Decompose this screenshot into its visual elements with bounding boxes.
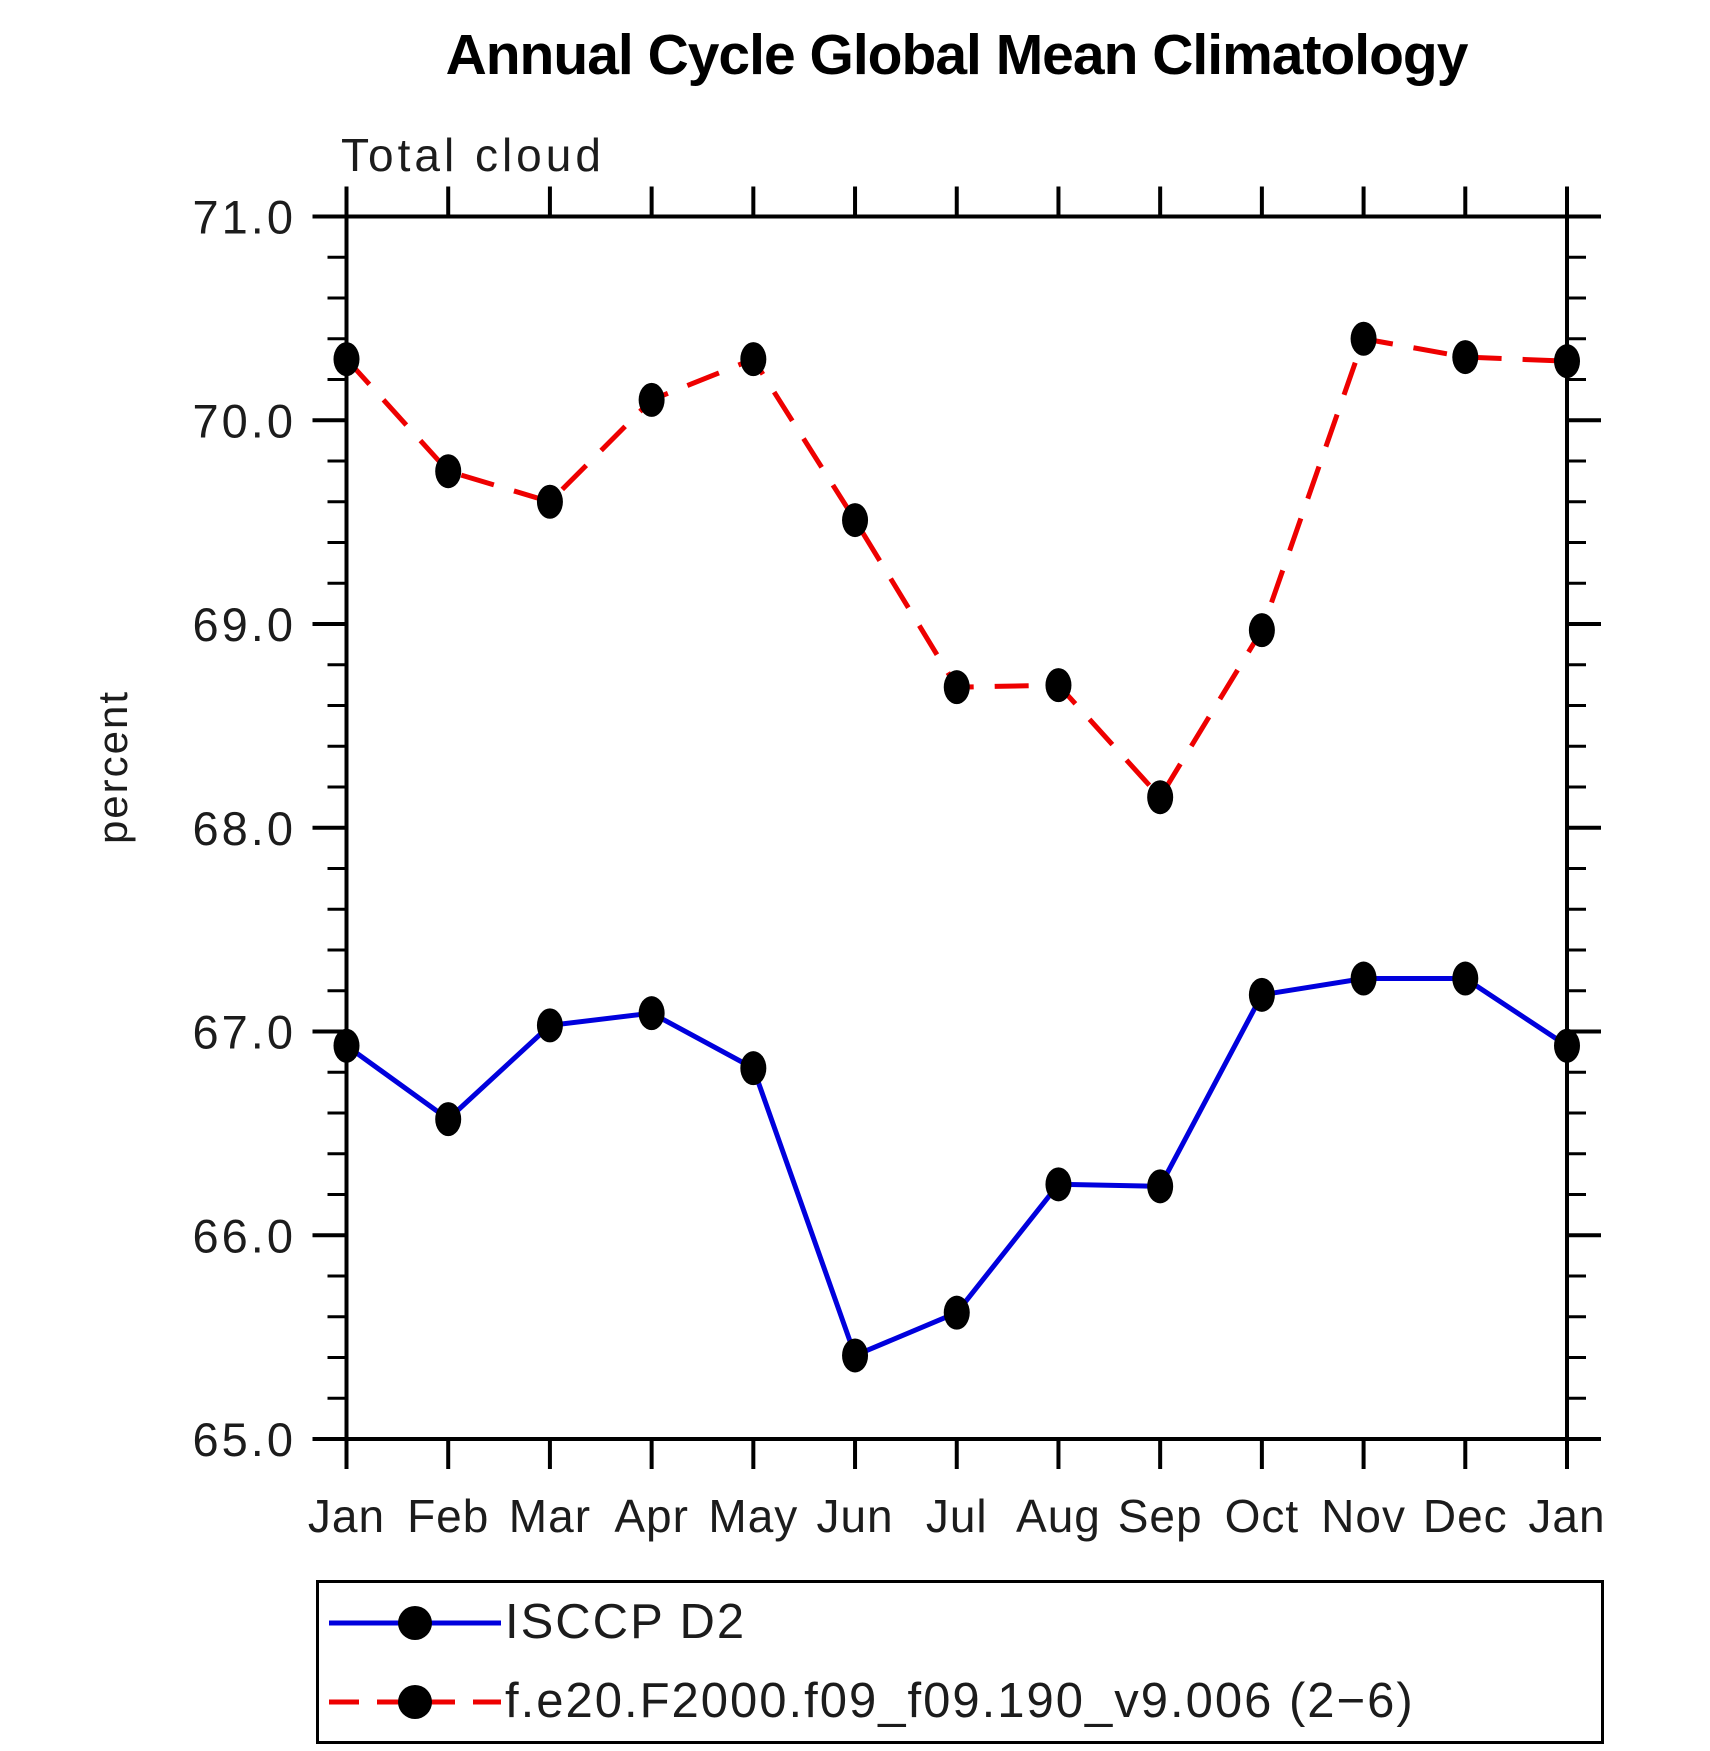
x-tick-label: Sep xyxy=(1118,1490,1203,1542)
x-tick-label: Jan xyxy=(308,1490,385,1542)
data-point-0-Jan xyxy=(333,1028,360,1063)
legend-label-model: f.e20.F2000.f09_f09.190_v9.006 (2−6) xyxy=(505,1674,1415,1728)
x-tick-label: Jan xyxy=(1528,1490,1605,1542)
legend-box: ISCCP D2 f.e20.F2000.f09_f09.190_v9.006 … xyxy=(316,1580,1604,1744)
data-point-1-Jun xyxy=(842,503,869,538)
y-tick-label: 66.0 xyxy=(193,1209,296,1262)
legend-label-obs: ISCCP D2 xyxy=(505,1595,747,1649)
data-point-0-May xyxy=(740,1051,767,1086)
data-point-0-Dec xyxy=(1452,961,1479,996)
data-point-0-Mar xyxy=(536,1008,563,1043)
chart-title: Annual Cycle Global Mean Climatology xyxy=(445,23,1469,87)
x-tick-label: Dec xyxy=(1423,1490,1508,1542)
axis-frame xyxy=(344,214,1569,1441)
data-point-0-Jan xyxy=(1554,1028,1580,1063)
data-point-1-Feb xyxy=(435,454,462,489)
y-tick-label: 71.0 xyxy=(193,191,296,244)
data-point-0-Sep xyxy=(1147,1169,1174,1204)
y-tick-label: 69.0 xyxy=(193,598,296,651)
data-point-1-Jan xyxy=(333,342,360,377)
data-point-1-Jul xyxy=(943,670,970,705)
chart-subtitle: Total cloud xyxy=(341,129,605,181)
data-point-1-Aug xyxy=(1045,668,1072,703)
x-tick-label: Jun xyxy=(816,1490,893,1542)
series-line-1 xyxy=(344,335,1568,802)
data-point-0-Apr xyxy=(638,996,665,1031)
model-line-sample xyxy=(329,1684,501,1719)
data-point-1-May xyxy=(740,342,767,377)
data-point-1-Nov xyxy=(1350,321,1377,356)
obs-line-sample xyxy=(329,1605,501,1640)
data-point-1-Apr xyxy=(638,382,665,417)
x-tick-label: Jul xyxy=(926,1490,988,1542)
x-tick-label: Nov xyxy=(1321,1490,1406,1542)
legend-item-model: f.e20.F2000.f09_f09.190_v9.006 (2−6) xyxy=(319,1666,1601,1738)
data-point-0-Jun xyxy=(842,1338,869,1373)
model-marker-icon xyxy=(398,1684,432,1719)
y-tick-label: 70.0 xyxy=(193,394,296,447)
x-tick-label: Oct xyxy=(1225,1490,1300,1542)
y-tick-label: 65.0 xyxy=(193,1413,296,1466)
data-point-1-Oct xyxy=(1248,613,1275,648)
x-tick-label: Apr xyxy=(614,1490,689,1542)
data-point-1-Jan xyxy=(1554,344,1580,379)
data-point-1-Dec xyxy=(1452,340,1479,375)
x-tick-label: May xyxy=(708,1490,798,1542)
data-point-0-Aug xyxy=(1045,1167,1072,1202)
legend-item-obs: ISCCP D2 xyxy=(319,1587,1601,1659)
x-tick-label: Mar xyxy=(509,1490,591,1542)
data-point-1-Sep xyxy=(1147,780,1174,815)
data-point-0-Nov xyxy=(1350,961,1377,996)
obs-marker-icon xyxy=(398,1605,432,1640)
x-tick-label: Feb xyxy=(407,1490,489,1542)
data-point-0-Feb xyxy=(435,1102,462,1137)
data-point-0-Jul xyxy=(943,1295,970,1330)
y-tick-label: 67.0 xyxy=(193,1006,296,1059)
x-tick-label: Aug xyxy=(1016,1490,1101,1542)
data-point-1-Mar xyxy=(536,484,563,519)
data-point-0-Oct xyxy=(1248,977,1275,1012)
y-tick-label: 68.0 xyxy=(193,802,296,855)
